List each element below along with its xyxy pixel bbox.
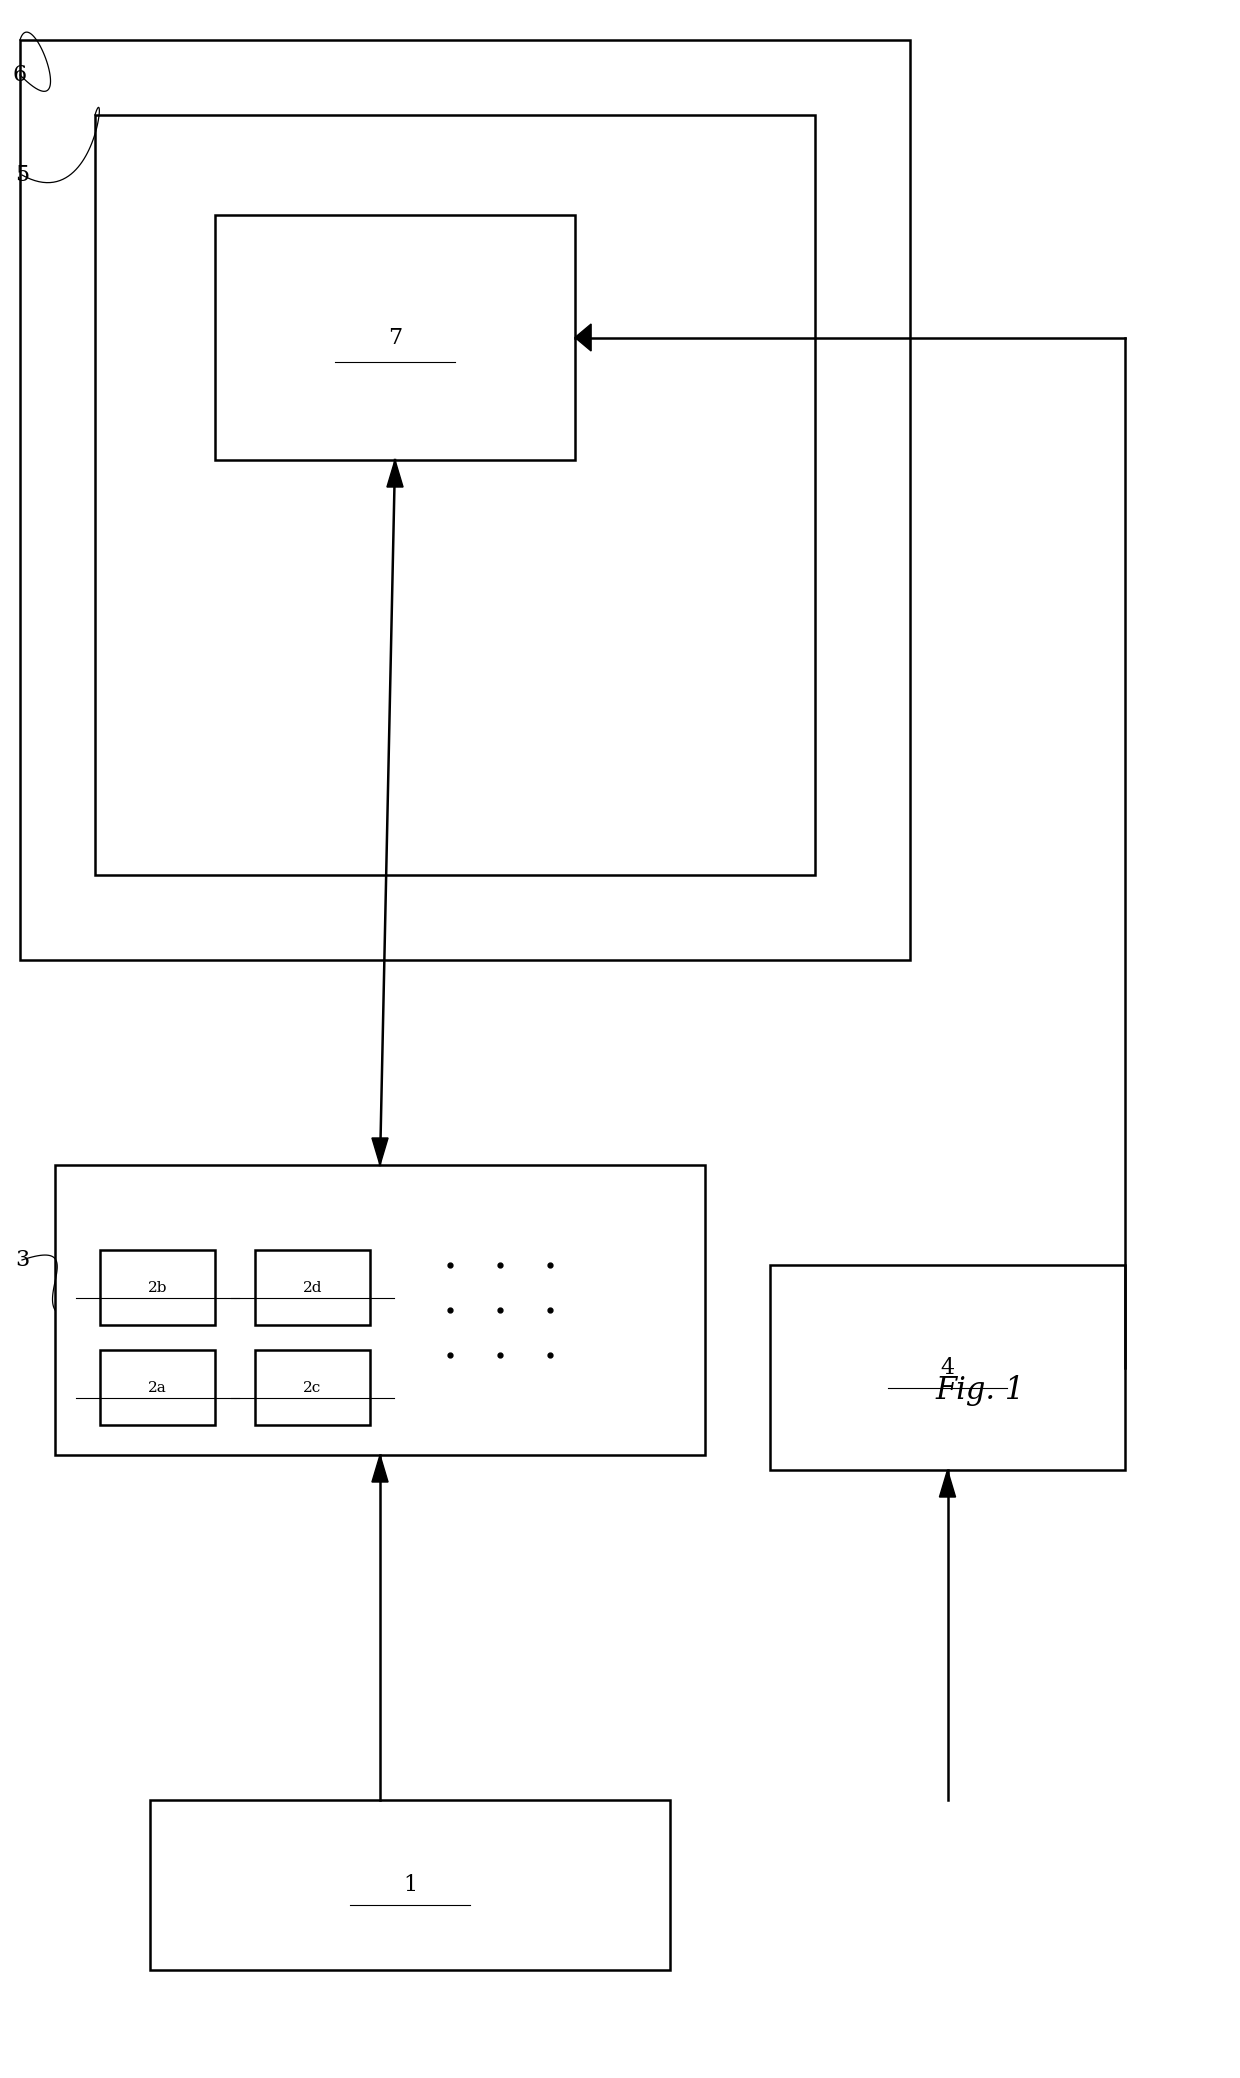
Text: 4: 4 [940,1357,955,1378]
Polygon shape [372,1139,388,1166]
Text: 3: 3 [15,1249,29,1272]
Polygon shape [387,459,403,486]
Text: 5: 5 [15,164,29,187]
Text: 2d: 2d [303,1280,322,1295]
Polygon shape [372,1455,388,1482]
Polygon shape [575,324,591,351]
Bar [95,114,815,875]
Bar [100,1251,215,1326]
Text: 2a: 2a [148,1380,167,1394]
Bar [150,1800,670,1970]
Text: 6: 6 [12,64,27,85]
Bar [215,214,575,459]
Text: 2b: 2b [148,1280,167,1295]
Text: Fig. 1: Fig. 1 [935,1374,1024,1405]
Text: 2c: 2c [304,1380,321,1394]
Bar [20,39,910,960]
Bar [770,1266,1125,1469]
Text: 7: 7 [388,326,402,349]
Bar [255,1251,370,1326]
Bar [55,1166,706,1455]
Text: 1: 1 [403,1874,417,1895]
Bar [255,1351,370,1426]
Polygon shape [940,1469,956,1496]
Bar [100,1351,215,1426]
